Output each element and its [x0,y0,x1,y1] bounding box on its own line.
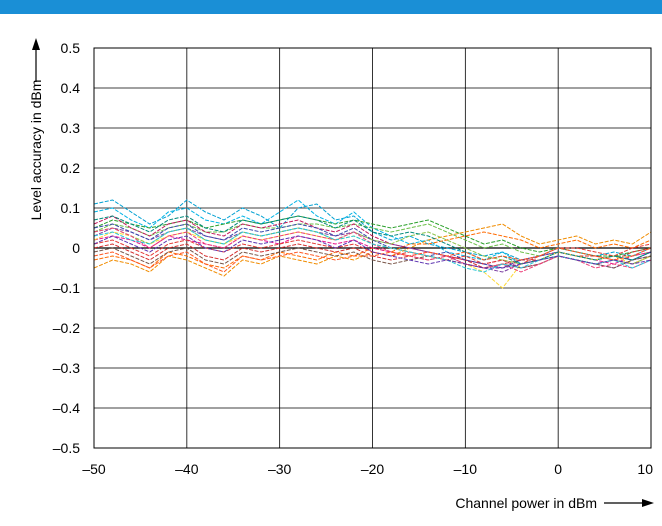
x-tick-label: –30 [268,461,292,477]
y-tick-label: 0.4 [61,80,81,96]
y-axis-title-group: Level accuracy in dBm [28,38,44,220]
header-bar [0,0,662,14]
series-line-16 [93,215,652,265]
x-tick-label: –10 [454,461,478,477]
x-tick-label: –40 [175,461,199,477]
y-axis-arrow-icon [32,38,40,50]
y-tick-label: 0.5 [61,40,81,56]
y-tick-label: –0.1 [53,280,80,296]
y-tick-label: –0.3 [53,360,80,376]
x-axis-title-group: Channel power in dBm [455,495,654,511]
y-tick-label: 0.2 [61,160,81,176]
y-tick-label: –0.5 [53,440,80,456]
x-axis-label: Channel power in dBm [455,495,597,511]
series-line-19 [93,247,652,273]
y-tick-label: 0 [72,240,80,256]
y-tick-label: –0.2 [53,320,80,336]
series-line-20 [93,235,652,269]
series-lines [93,199,652,289]
x-axis-arrow-icon [642,499,654,507]
series-line-15 [93,247,652,269]
y-tick-label: 0.3 [61,120,81,136]
x-tick-label: 10 [637,461,653,477]
x-tick-label: –50 [82,461,106,477]
y-axis-label: Level accuracy in dBm [28,80,44,221]
x-tick-label: 0 [554,461,562,477]
y-tick-label: 0.1 [61,200,81,216]
plot-frame [93,47,652,449]
y-tick-label: –0.4 [53,400,80,416]
y-tick-labels: –0.5 –0.4 –0.3 –0.2 –0.1 0 0.1 0.2 0.3 0.4 0.5 [53,40,80,456]
x-tick-label: –20 [361,461,385,477]
x-tick-labels: –50 –40 –30 –20 –10 0 10 [82,461,653,477]
